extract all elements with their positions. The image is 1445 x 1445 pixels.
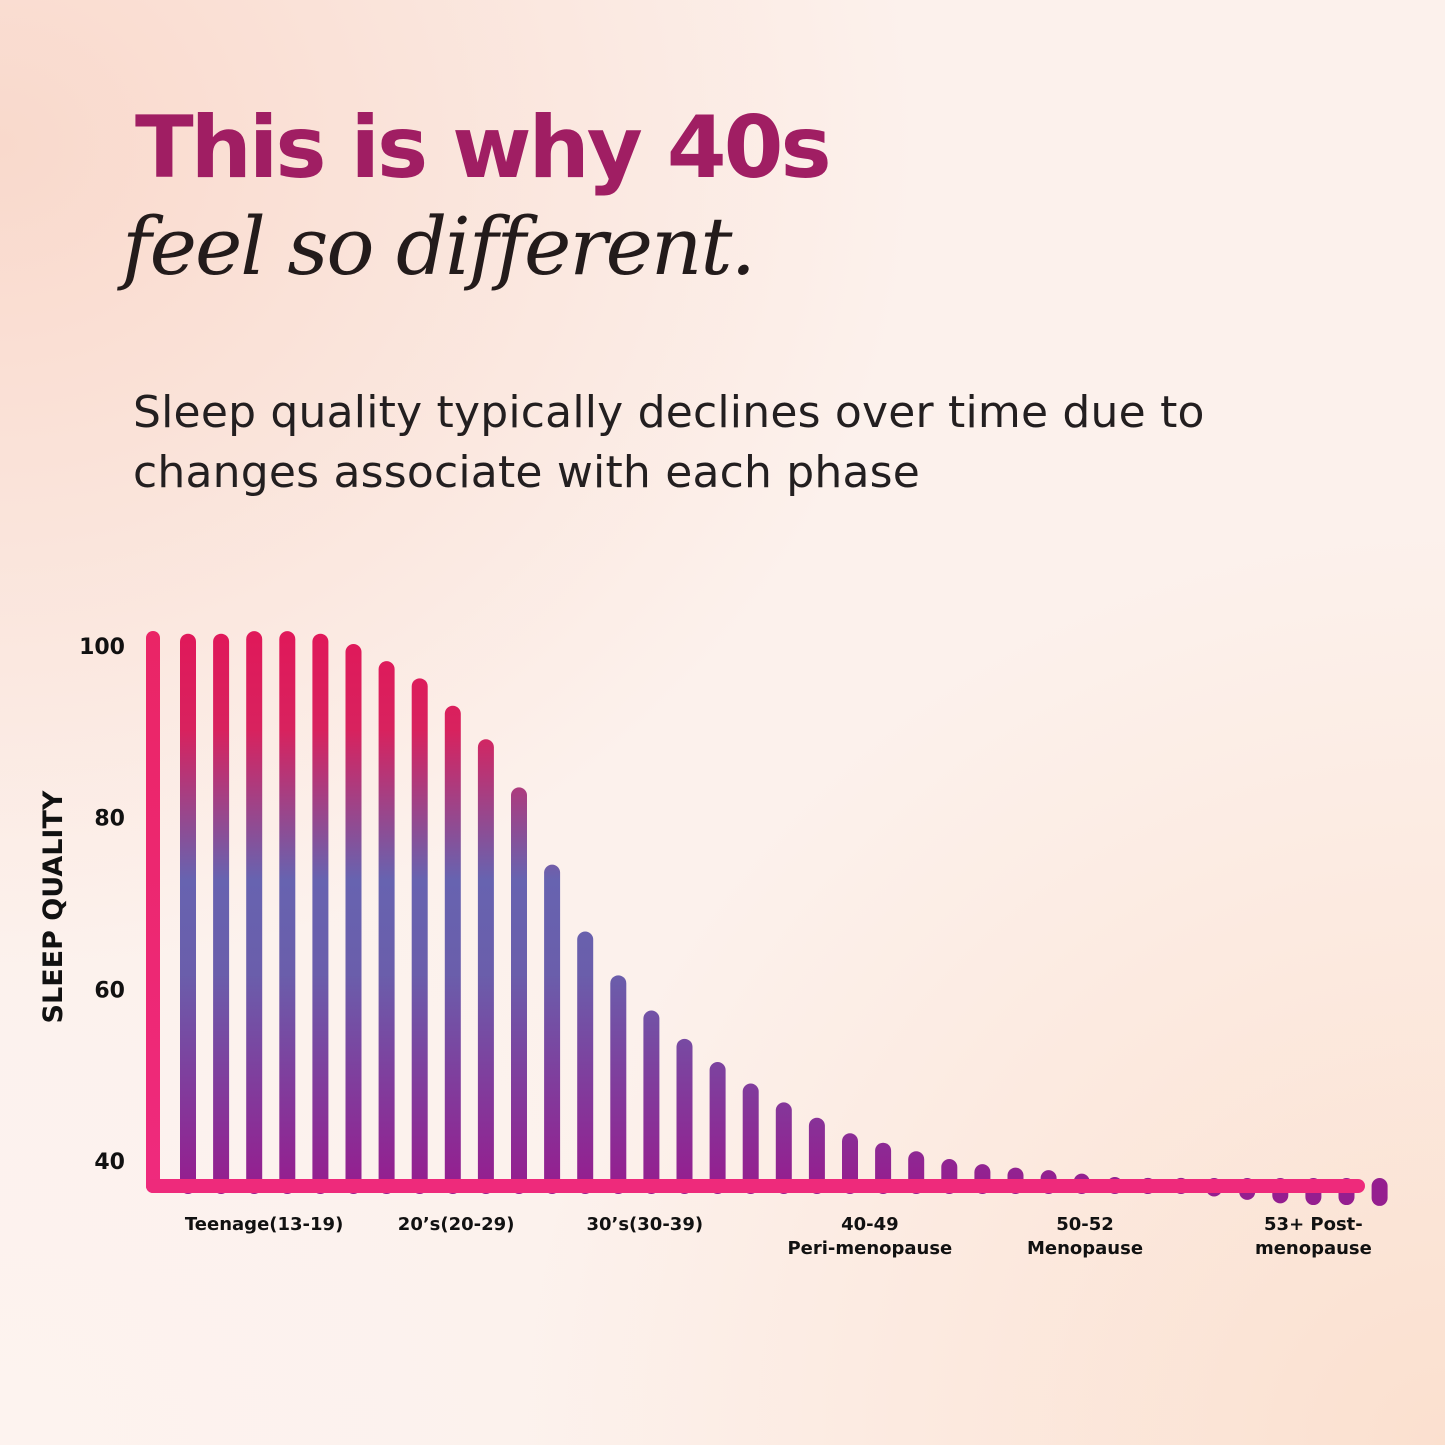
y-tick-label: 60: [94, 978, 125, 1003]
y-tick-label: 100: [79, 635, 125, 660]
page-title: This is why 40s: [135, 98, 832, 198]
x-category-label: 40-49: [841, 1214, 899, 1235]
chart-description: Sleep quality typically declines over ti…: [133, 387, 1205, 498]
y-tick-label: 40: [94, 1150, 125, 1175]
page-subtitle: feel so different.: [122, 200, 756, 293]
x-category-label: 30’s(30-39): [586, 1214, 703, 1235]
x-category-label: Menopause: [1027, 1238, 1143, 1259]
x-category-label: Peri-menopause: [787, 1238, 952, 1259]
sleep-quality-chart: 100 80 60 40 SLEEP QUALITY Teenage(13-19) 20…: [38, 631, 1388, 1259]
x-category-label: menopause: [1255, 1238, 1372, 1259]
y-axis-label: SLEEP QUALITY: [38, 790, 69, 1023]
x-category-label: 20’s(20-29): [398, 1214, 515, 1235]
x-category-label: 53+ Post-: [1264, 1214, 1363, 1235]
y-tick-label: 80: [94, 807, 125, 832]
x-category-label: Teenage(13-19): [185, 1214, 343, 1235]
x-category-label: 50-52: [1056, 1214, 1114, 1235]
